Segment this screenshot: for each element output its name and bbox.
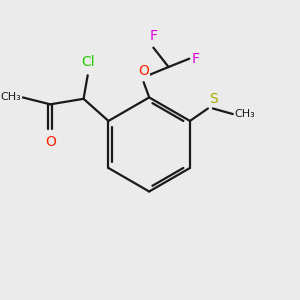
Text: O: O bbox=[45, 135, 56, 149]
Text: F: F bbox=[192, 52, 200, 66]
Text: CH₃: CH₃ bbox=[234, 109, 255, 119]
Text: F: F bbox=[149, 29, 157, 44]
Text: CH₃: CH₃ bbox=[1, 92, 21, 102]
Text: O: O bbox=[138, 64, 149, 78]
Text: S: S bbox=[209, 92, 218, 106]
Text: Cl: Cl bbox=[81, 55, 94, 69]
